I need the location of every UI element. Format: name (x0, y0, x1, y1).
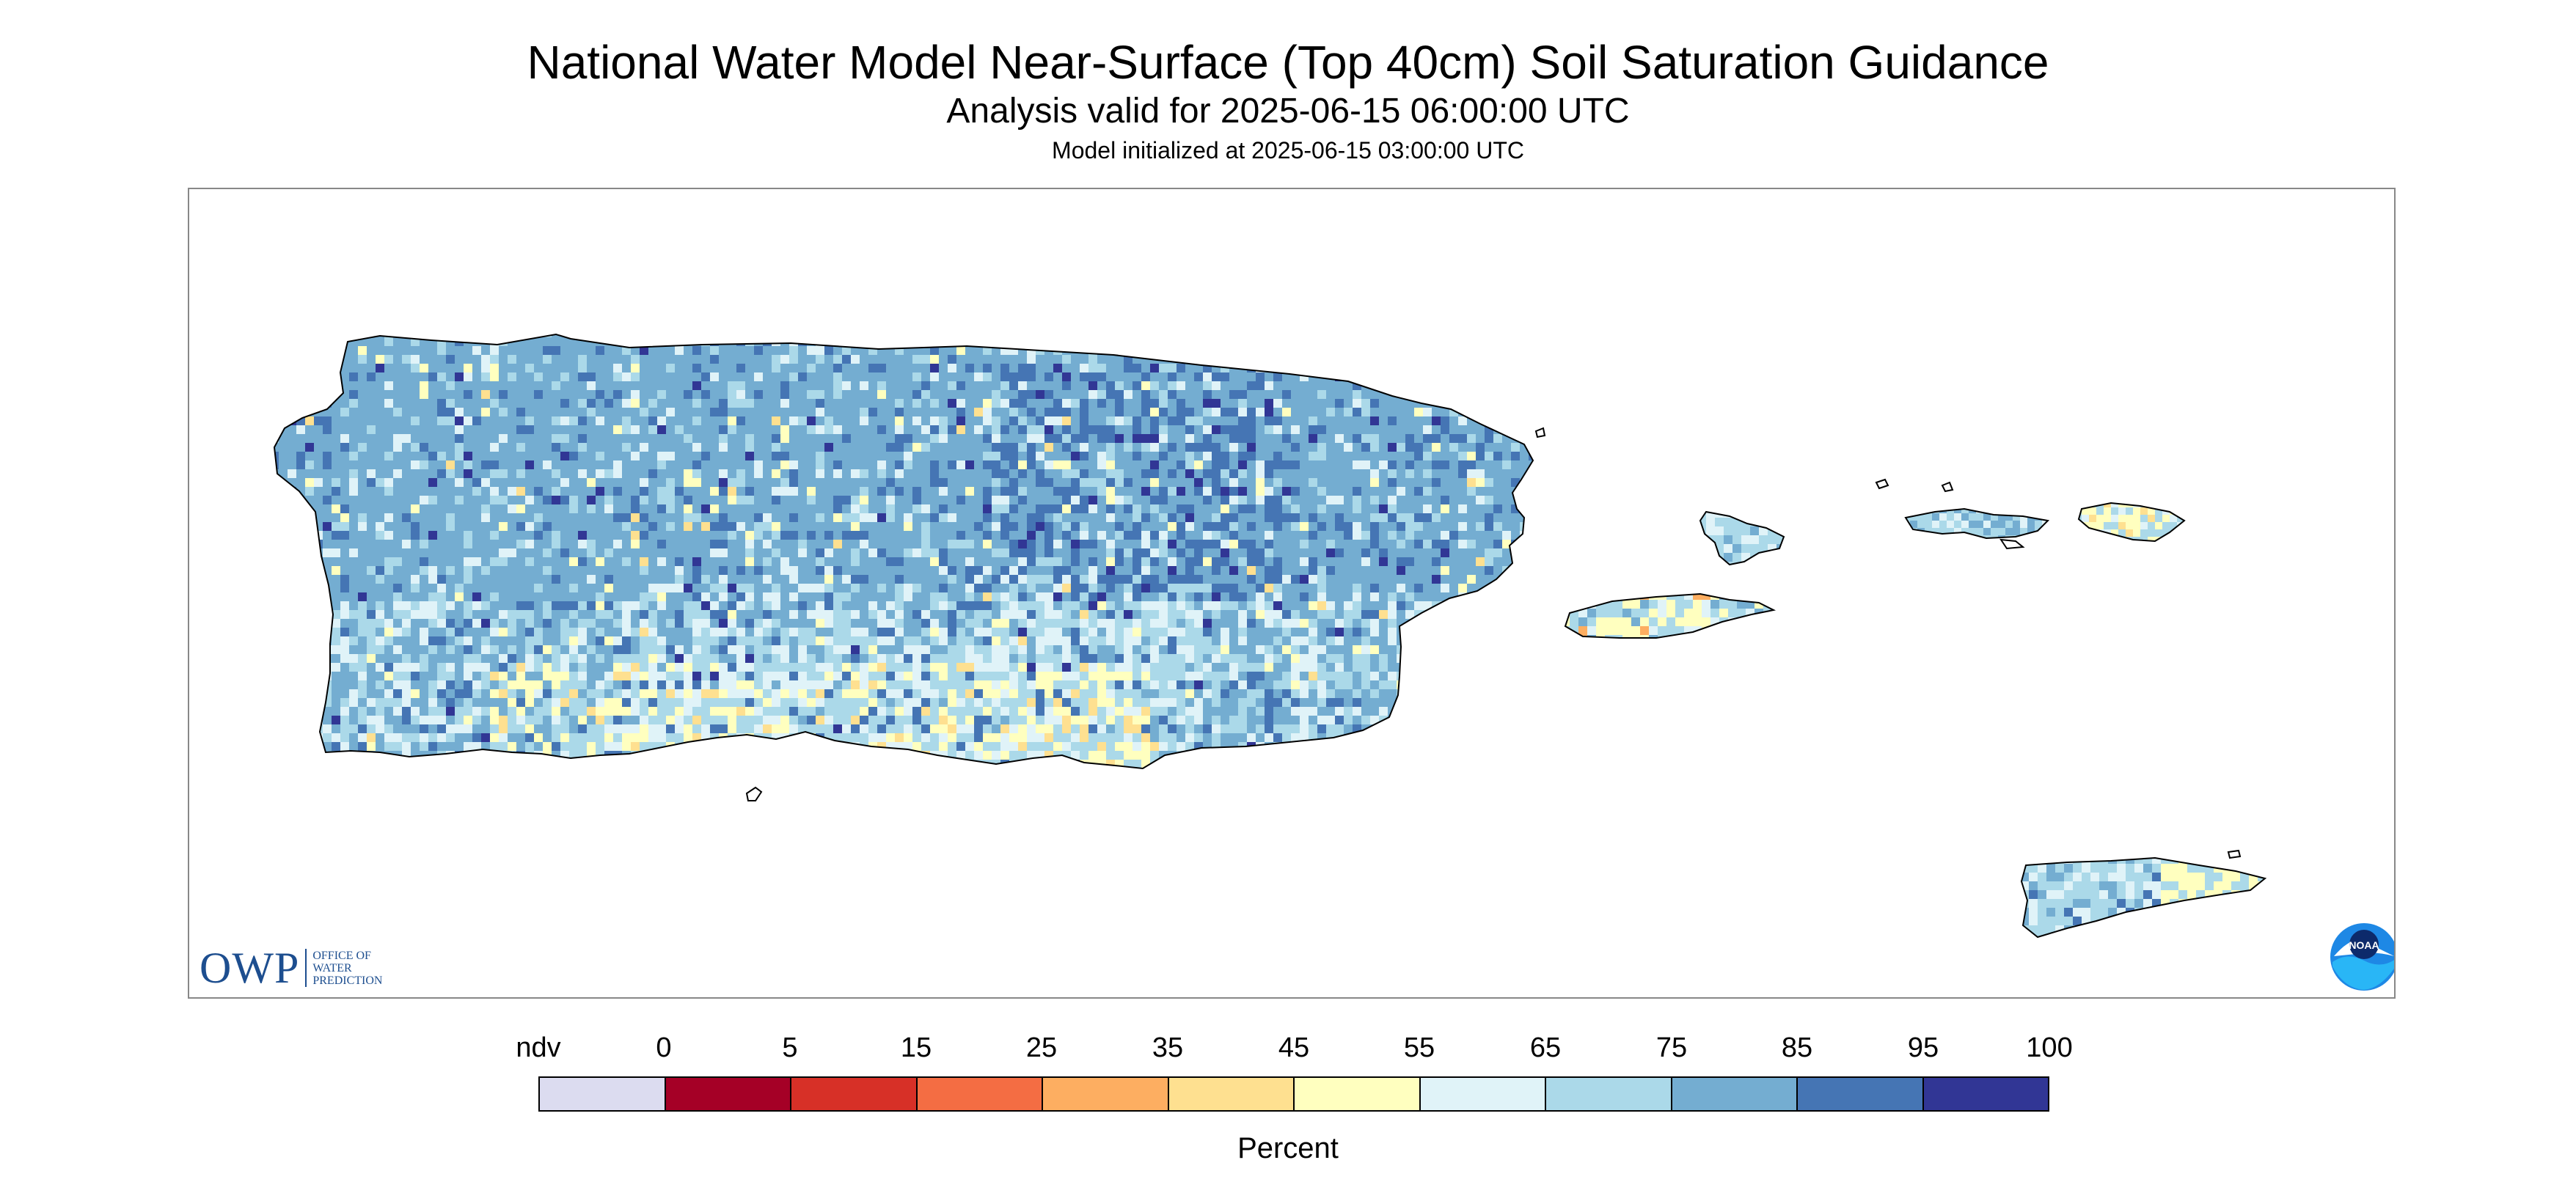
islet-coastline (1534, 427, 1546, 438)
legend-tick-label: 95 (1907, 1032, 1939, 1063)
legend-swatch (1295, 1078, 1421, 1110)
mona-island-coastline (745, 786, 763, 801)
owp-logo-text: OFFICE OF WATER PREDICTION (312, 950, 382, 987)
legend-tick-label: 25 (1025, 1032, 1058, 1063)
noaa-logo-text: NOAA (2349, 939, 2379, 951)
legend-swatch (1923, 1078, 2048, 1110)
islet-coastline (2227, 849, 2242, 859)
owp-logo-mark: OWP (200, 944, 300, 992)
st-john-coastline (2077, 502, 2186, 543)
legend-swatch (1798, 1078, 1924, 1110)
legend-tick-label: 75 (1655, 1032, 1688, 1063)
culebra-saturation-field (1700, 512, 1784, 565)
legend-tick-label: 100 (2026, 1032, 2073, 1063)
noaa-logo: NOAA (2330, 923, 2394, 991)
legend-swatch (791, 1078, 918, 1110)
legend-swatch (1546, 1078, 1672, 1110)
vieques-coastline (1564, 592, 1777, 639)
owp-logo-line: WATER (312, 961, 352, 974)
st-croix-coastline (2020, 856, 2267, 939)
legend-tick-label: 5 (782, 1032, 798, 1063)
puerto-rico-saturation-field (274, 334, 1533, 768)
legend-swatch (1043, 1078, 1169, 1110)
color-legend-bar (538, 1076, 2049, 1112)
st-thomas-coastline (1904, 507, 2050, 540)
legend-tick-label: ndv (516, 1032, 561, 1063)
legend-tick-label: 35 (1152, 1032, 1184, 1063)
legend-swatch (665, 1078, 791, 1110)
owp-logo-line: OFFICE OF (312, 949, 371, 962)
legend-tick-label: 65 (1529, 1032, 1562, 1063)
owp-logo: OWP OFFICE OF WATER PREDICTION (200, 946, 382, 990)
owp-logo-divider (305, 949, 307, 987)
valid-time-subtitle: Analysis valid for 2025-06-15 06:00:00 U… (946, 92, 1630, 131)
legend-swatch (1420, 1078, 1546, 1110)
legend-tick-label: 55 (1403, 1032, 1435, 1063)
islet-coastline (1941, 481, 1954, 493)
legend-tick-label: 15 (900, 1032, 932, 1063)
map-panel: OWP OFFICE OF WATER PREDICTION NOAA (188, 188, 2396, 999)
legend-swatch (1672, 1078, 1798, 1110)
saturation-map (274, 334, 2267, 939)
culebra-coastline (1699, 510, 1785, 566)
st-thomas-saturation-field (1906, 509, 2048, 538)
islet-coastline (1875, 478, 1889, 490)
islet-coastline (1999, 538, 2025, 550)
legend-swatch (917, 1078, 1043, 1110)
legend-swatch (540, 1078, 666, 1110)
legend-tick-label: 85 (1781, 1032, 1813, 1063)
coastlines (274, 334, 2267, 939)
legend-units-label: Percent (1237, 1132, 1339, 1164)
legend-swatch (1168, 1078, 1295, 1110)
init-time-subtitle: Model initialized at 2025-06-15 03:00:00… (1052, 137, 1524, 164)
owp-logo-line: PREDICTION (312, 974, 383, 987)
legend-tick-label: 0 (656, 1032, 672, 1063)
map-title: National Water Model Near-Surface (Top 4… (527, 36, 2049, 89)
legend-tick-label: 45 (1278, 1032, 1310, 1063)
